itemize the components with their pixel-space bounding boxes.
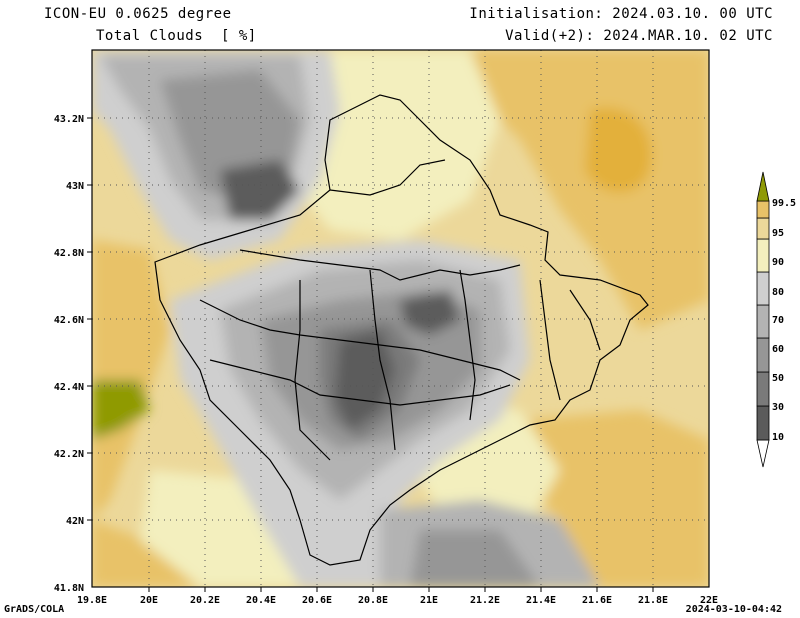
grads-credit: GrADS/COLA — [4, 604, 65, 615]
colorbar-label: 80 — [772, 287, 784, 298]
generation-timestamp: 2024-03-10-04:42 — [685, 604, 782, 615]
lon-label: 20.6E — [302, 595, 332, 606]
lat-label: 43.2N — [54, 114, 84, 125]
colorbar-label: 30 — [772, 402, 784, 413]
lon-label: 22E — [700, 595, 718, 606]
lon-label: 19.8E — [77, 595, 107, 606]
lon-label: 21E — [420, 595, 438, 606]
lat-label: 43N — [66, 181, 84, 192]
valid-time: Valid(+2): 2024.MAR.10. 02 UTC — [505, 28, 773, 44]
colorbar-label: 95 — [772, 228, 784, 239]
lat-label: 42N — [66, 516, 84, 527]
colorbar-label: 90 — [772, 257, 784, 268]
lat-label: 42.4N — [54, 382, 84, 393]
lon-label: 20.2E — [190, 595, 220, 606]
grid-lines — [92, 50, 709, 587]
lon-label: 20.8E — [358, 595, 388, 606]
lon-label: 21.8E — [638, 595, 668, 606]
lon-label: 20.4E — [246, 595, 276, 606]
boundaries — [154, 94, 649, 566]
lat-label: 42.6N — [54, 315, 84, 326]
variable-title: Total Clouds [ %] — [96, 28, 257, 44]
lon-label: 21.4E — [526, 595, 556, 606]
colorbar-label: 50 — [772, 373, 784, 384]
lat-label: 42.2N — [54, 449, 84, 460]
lon-label: 21.2E — [470, 595, 500, 606]
lat-label: 41.8N — [54, 583, 84, 594]
lat-label: 42.8N — [54, 248, 84, 259]
init-time: Initialisation: 2024.03.10. 00 UTC — [469, 6, 773, 22]
axis-ticks — [87, 117, 654, 592]
cloud-field — [92, 50, 709, 587]
model-title: ICON-EU 0.0625 degree — [44, 6, 232, 22]
colorbar-label: 10 — [772, 432, 784, 443]
colorbar — [756, 171, 770, 468]
colorbar-label: 60 — [772, 344, 784, 355]
lon-label: 21.6E — [582, 595, 612, 606]
colorbar-label: 99.5 — [772, 198, 796, 209]
lon-label: 20E — [140, 595, 158, 606]
colorbar-label: 70 — [772, 315, 784, 326]
